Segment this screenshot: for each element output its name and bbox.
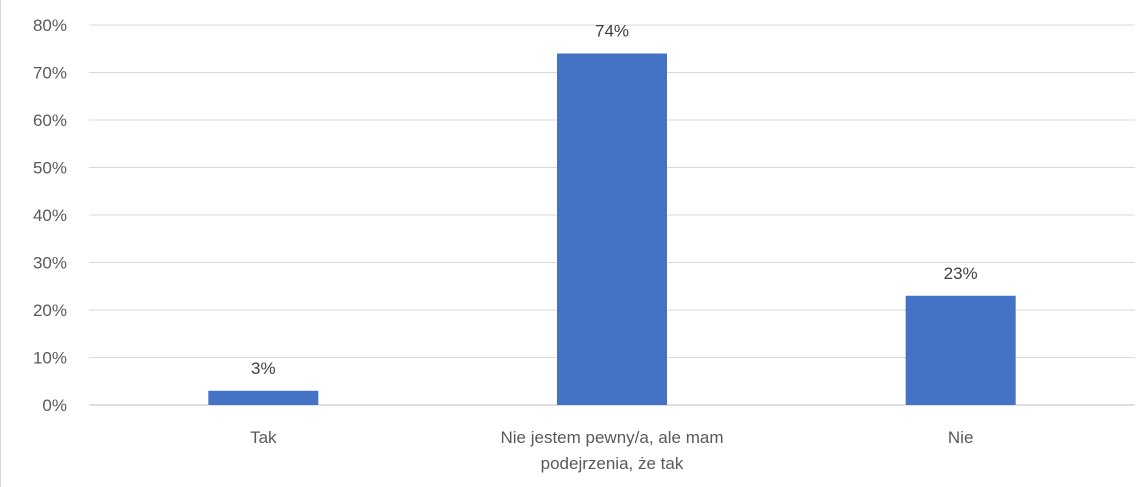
y-tick-label: 60% [33, 111, 67, 130]
bar [557, 53, 667, 405]
bar [905, 295, 1016, 405]
category-label: Tak [250, 428, 277, 447]
category-label-line: Nie jestem pewny/a, ale mam [501, 428, 724, 447]
category-label: Nie [948, 428, 974, 447]
category-label-line: Tak [250, 428, 277, 447]
category-label-line: podejrzenia, że tak [541, 454, 684, 473]
data-labels: 3% 74% 23% [251, 22, 978, 378]
category-label: Nie jestem pewny/a, ale mam podejrzenia, … [501, 428, 724, 473]
y-tick-label: 80% [33, 16, 67, 35]
y-tick-label: 40% [33, 206, 67, 225]
data-label: 3% [251, 359, 276, 378]
y-tick-label: 20% [33, 301, 67, 320]
bars [208, 53, 1016, 405]
bar [208, 390, 319, 405]
data-label: 23% [944, 264, 978, 283]
y-tick-label: 50% [33, 159, 67, 178]
x-axis-categories: Tak Nie jestem pewny/a, ale mam podejrzeni… [250, 428, 973, 473]
y-tick-label: 70% [33, 64, 67, 83]
y-axis-ticks: 0% 10% 20% 30% 40% 50% 60% 70% 80% [33, 16, 67, 415]
data-label: 74% [595, 22, 629, 41]
category-label-line: Nie [948, 428, 974, 447]
y-tick-label: 10% [33, 349, 67, 368]
y-tick-label: 30% [33, 254, 67, 273]
y-tick-label: 0% [42, 396, 67, 415]
